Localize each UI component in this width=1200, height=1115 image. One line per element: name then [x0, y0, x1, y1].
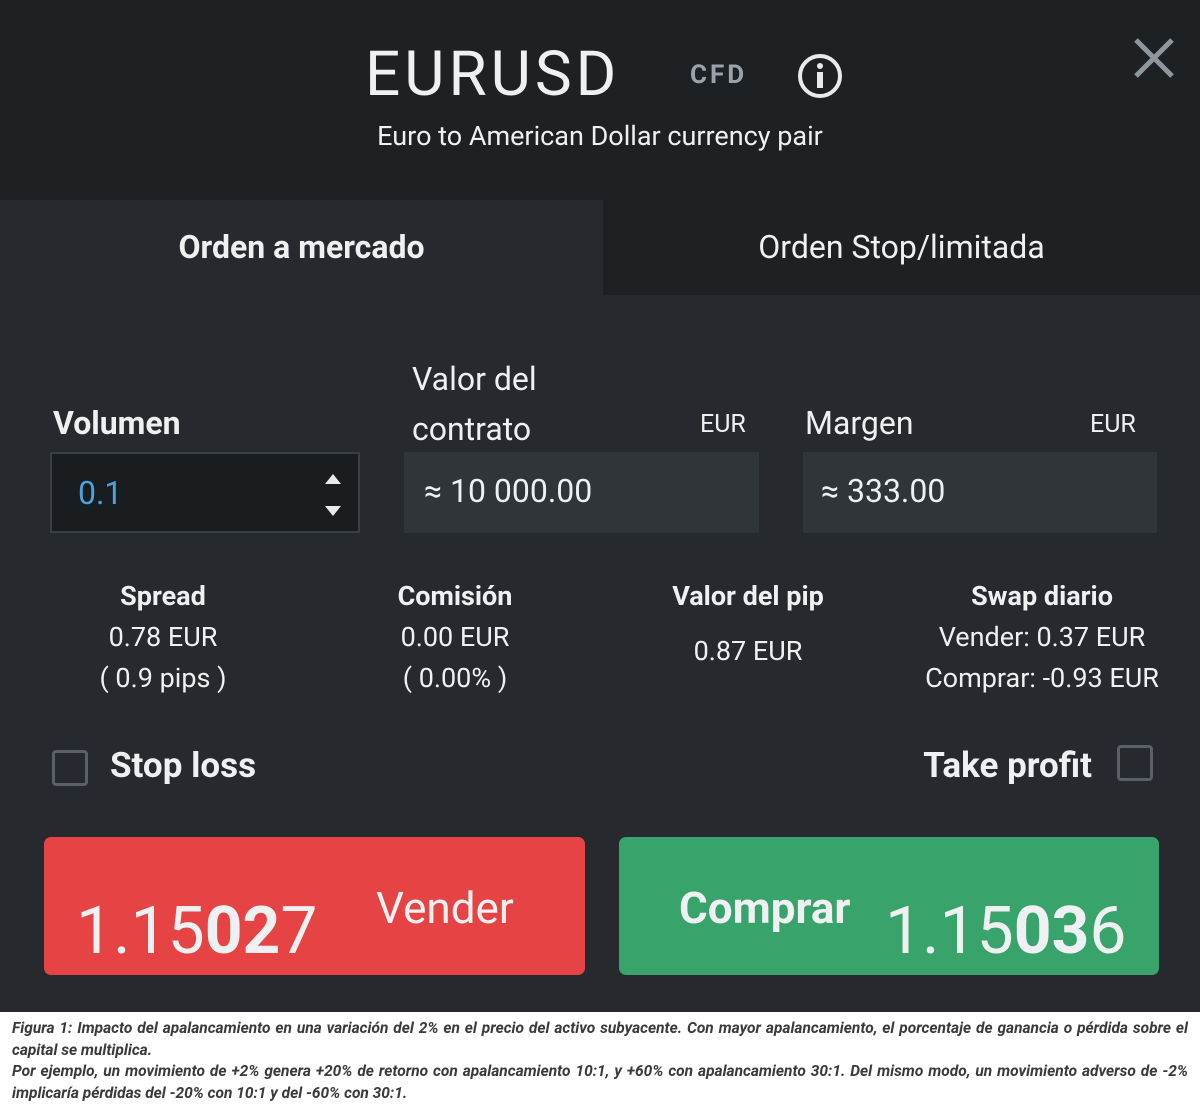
- sell-price: 1.15027: [76, 897, 318, 967]
- stat: Swap diario Vender: 0.37 EUR Comprar: -0.9…: [892, 576, 1192, 699]
- tab[interactable]: Orden Stop/limitada: [603, 200, 1200, 295]
- stat-title: Spread: [120, 580, 206, 612]
- price-part: 7: [280, 893, 318, 970]
- symbol: EURUSD: [365, 38, 621, 111]
- sell-label: Vender: [376, 882, 514, 934]
- badge: CFD: [690, 60, 748, 90]
- price-part: 6: [1089, 893, 1127, 970]
- checkbox[interactable]: [52, 750, 88, 786]
- stat: Spread 0.78 EUR ( 0.9 pips ): [13, 576, 313, 699]
- stat: Comisión 0.00 EUR ( 0.00% ): [305, 576, 605, 699]
- stat-line: ( 0.00% ): [402, 662, 508, 694]
- volume-input[interactable]: 0.1: [50, 452, 360, 533]
- field-unit: EUR: [1090, 410, 1136, 439]
- price-pips: 03: [1013, 893, 1090, 970]
- contract-value: ≈ 10 000.00: [404, 452, 759, 533]
- close-button[interactable]: [1133, 37, 1175, 79]
- stat-line: Vender: 0.37 EUR: [938, 621, 1146, 653]
- field-label: Margen: [805, 404, 914, 442]
- stat-line: 0.87 EUR: [693, 635, 803, 667]
- checkbox[interactable]: [1117, 745, 1153, 781]
- buy-label: Comprar: [679, 882, 851, 934]
- stat-line: Comprar: -0.93 EUR: [925, 662, 1159, 694]
- sell-button[interactable]: 1.15027 Vender: [44, 837, 585, 975]
- stat-line: 0.78 EUR: [108, 621, 218, 653]
- header: EURUSD CFD Euro to American Dollar curre…: [0, 0, 1200, 200]
- field-label: Volumen: [53, 404, 181, 442]
- stat: Valor del pip 0.87 EUR: [598, 576, 898, 672]
- order-dialog: EURUSD CFD Euro to American Dollar curre…: [0, 0, 1200, 1012]
- stat-title: Swap diario: [971, 580, 1113, 612]
- buy-button[interactable]: Comprar 1.15036: [619, 837, 1159, 975]
- checkbox-label[interactable]: Stop loss: [110, 745, 257, 786]
- stat-line: ( 0.9 pips ): [99, 662, 227, 694]
- price-pips: 02: [204, 893, 281, 970]
- subtitle: Euro to American Dollar currency pair: [377, 120, 823, 152]
- tab-active[interactable]: Orden a mercado: [0, 200, 603, 295]
- stat-line: 0.00 EUR: [400, 621, 510, 653]
- caption-line: Figura 1: Impacto del apalancamiento en …: [12, 1019, 1188, 1059]
- field-label: Valor del contrato: [412, 360, 537, 448]
- field-unit: EUR: [700, 410, 746, 439]
- stat-title: Valor del pip: [672, 580, 824, 612]
- stat-title: Comisión: [397, 580, 513, 612]
- price-part: 1.15: [885, 893, 1014, 970]
- margin-value: ≈ 333.00: [803, 452, 1157, 533]
- price-part: 1.15: [76, 893, 205, 970]
- spinner[interactable]: [322, 470, 344, 518]
- buy-price: 1.15036: [885, 897, 1127, 967]
- caption-line: Por ejemplo, un movimiento de +2% genera…: [12, 1062, 1188, 1102]
- checkbox-label[interactable]: Take profit: [923, 745, 1092, 786]
- info-icon[interactable]: [796, 52, 844, 100]
- caption: Figura 1: Impacto del apalancamiento en …: [12, 1018, 1188, 1104]
